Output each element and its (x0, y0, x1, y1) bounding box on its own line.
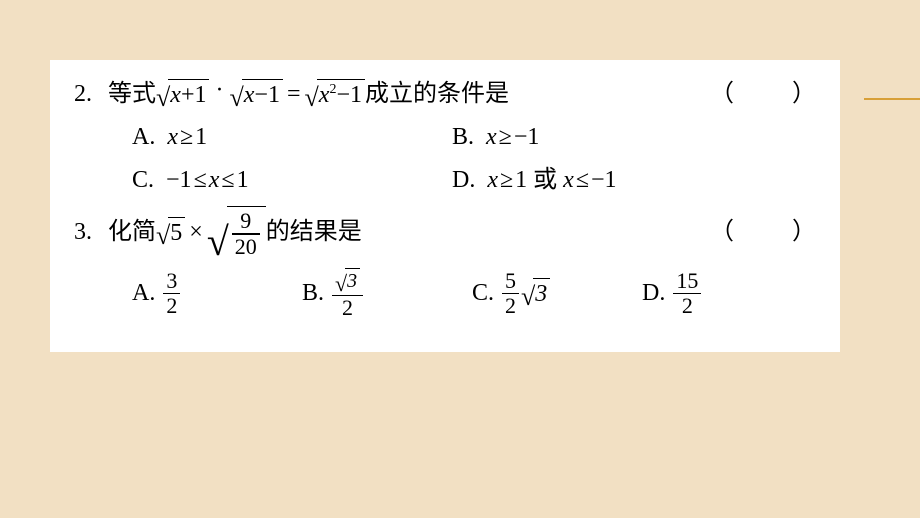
opt-letter: C. (472, 273, 494, 314)
opt-letter: B. (452, 124, 474, 150)
q2-number: 2. (74, 74, 108, 115)
opt-letter: D. (642, 273, 665, 314)
q2-stem-pre: 等式 (108, 74, 156, 115)
sqrt-post: √ 3 (521, 278, 550, 309)
paren-left: （ (710, 74, 734, 115)
q2-answer-paren: （ ） (710, 74, 816, 115)
paren-right: ） (792, 74, 816, 115)
times-operator: × (185, 212, 207, 253)
fraction: √ 3 2 (332, 267, 363, 320)
q2-stem-post: 成立的条件是 (365, 74, 509, 115)
opt-letter: C. (132, 167, 154, 193)
q3-number: 3. (74, 212, 108, 253)
accent-horizontal-line (864, 98, 920, 100)
q3-sqrt1: √ 5 (156, 217, 185, 248)
paren-right: ） (792, 212, 816, 253)
fraction: 3 2 (163, 269, 180, 318)
fraction: 15 2 (673, 269, 701, 318)
dot-operator: · (209, 70, 229, 111)
q3-stem-pre: 化简 (108, 212, 156, 253)
q2-sqrt2: √ x−1 (229, 79, 282, 110)
q2-opt-B: B. x≥−1 (452, 117, 772, 158)
q3-frac: 9 20 (232, 209, 260, 258)
q2-sqrt1: √ x+1 (156, 79, 209, 110)
q3-stem-post: 的结果是 (266, 212, 362, 253)
equals-sign: = (283, 74, 305, 115)
q3-options-row: A. 3 2 B. √ 3 2 C. (74, 267, 816, 320)
q2-opt-C: C. −1≤x≤1 (132, 160, 452, 201)
q2-stem-row: 2. 等式 √ x+1 · √ x−1 = √ x2−1 成立的条件是 （ ） (74, 74, 816, 115)
q2-options-row1: A. x≥1 B. x≥−1 (74, 117, 816, 158)
q2-options-row2: C. −1≤x≤1 D. x≥1 或 x≤−1 (74, 160, 816, 201)
opt-letter: D. (452, 167, 475, 193)
q3-opt-A: A. 3 2 (132, 269, 302, 318)
fraction: 5 2 (502, 269, 519, 318)
q3-answer-paren: （ ） (710, 212, 816, 253)
opt-letter: A. (132, 124, 155, 150)
q3-opt-D: D. 15 2 (642, 269, 812, 318)
q3-opt-B: B. √ 3 2 (302, 267, 472, 320)
q2-opt-A: A. x≥1 (132, 117, 452, 158)
q2-sqrt3: √ x2−1 (305, 79, 365, 110)
q3-opt-C: C. 5 2 √ 3 (472, 269, 642, 318)
question-card: 2. 等式 √ x+1 · √ x−1 = √ x2−1 成立的条件是 （ ） … (50, 60, 840, 352)
opt-letter: A. (132, 273, 155, 314)
opt-letter: B. (302, 273, 324, 314)
paren-left: （ (710, 212, 734, 253)
q3-sqrt2: √ 9 20 (207, 206, 266, 258)
q3-stem-row: 3. 化简 √ 5 × √ 9 20 的结果是 （ (74, 206, 816, 258)
q2-opt-D: D. x≥1 或 x≤−1 (452, 160, 772, 201)
